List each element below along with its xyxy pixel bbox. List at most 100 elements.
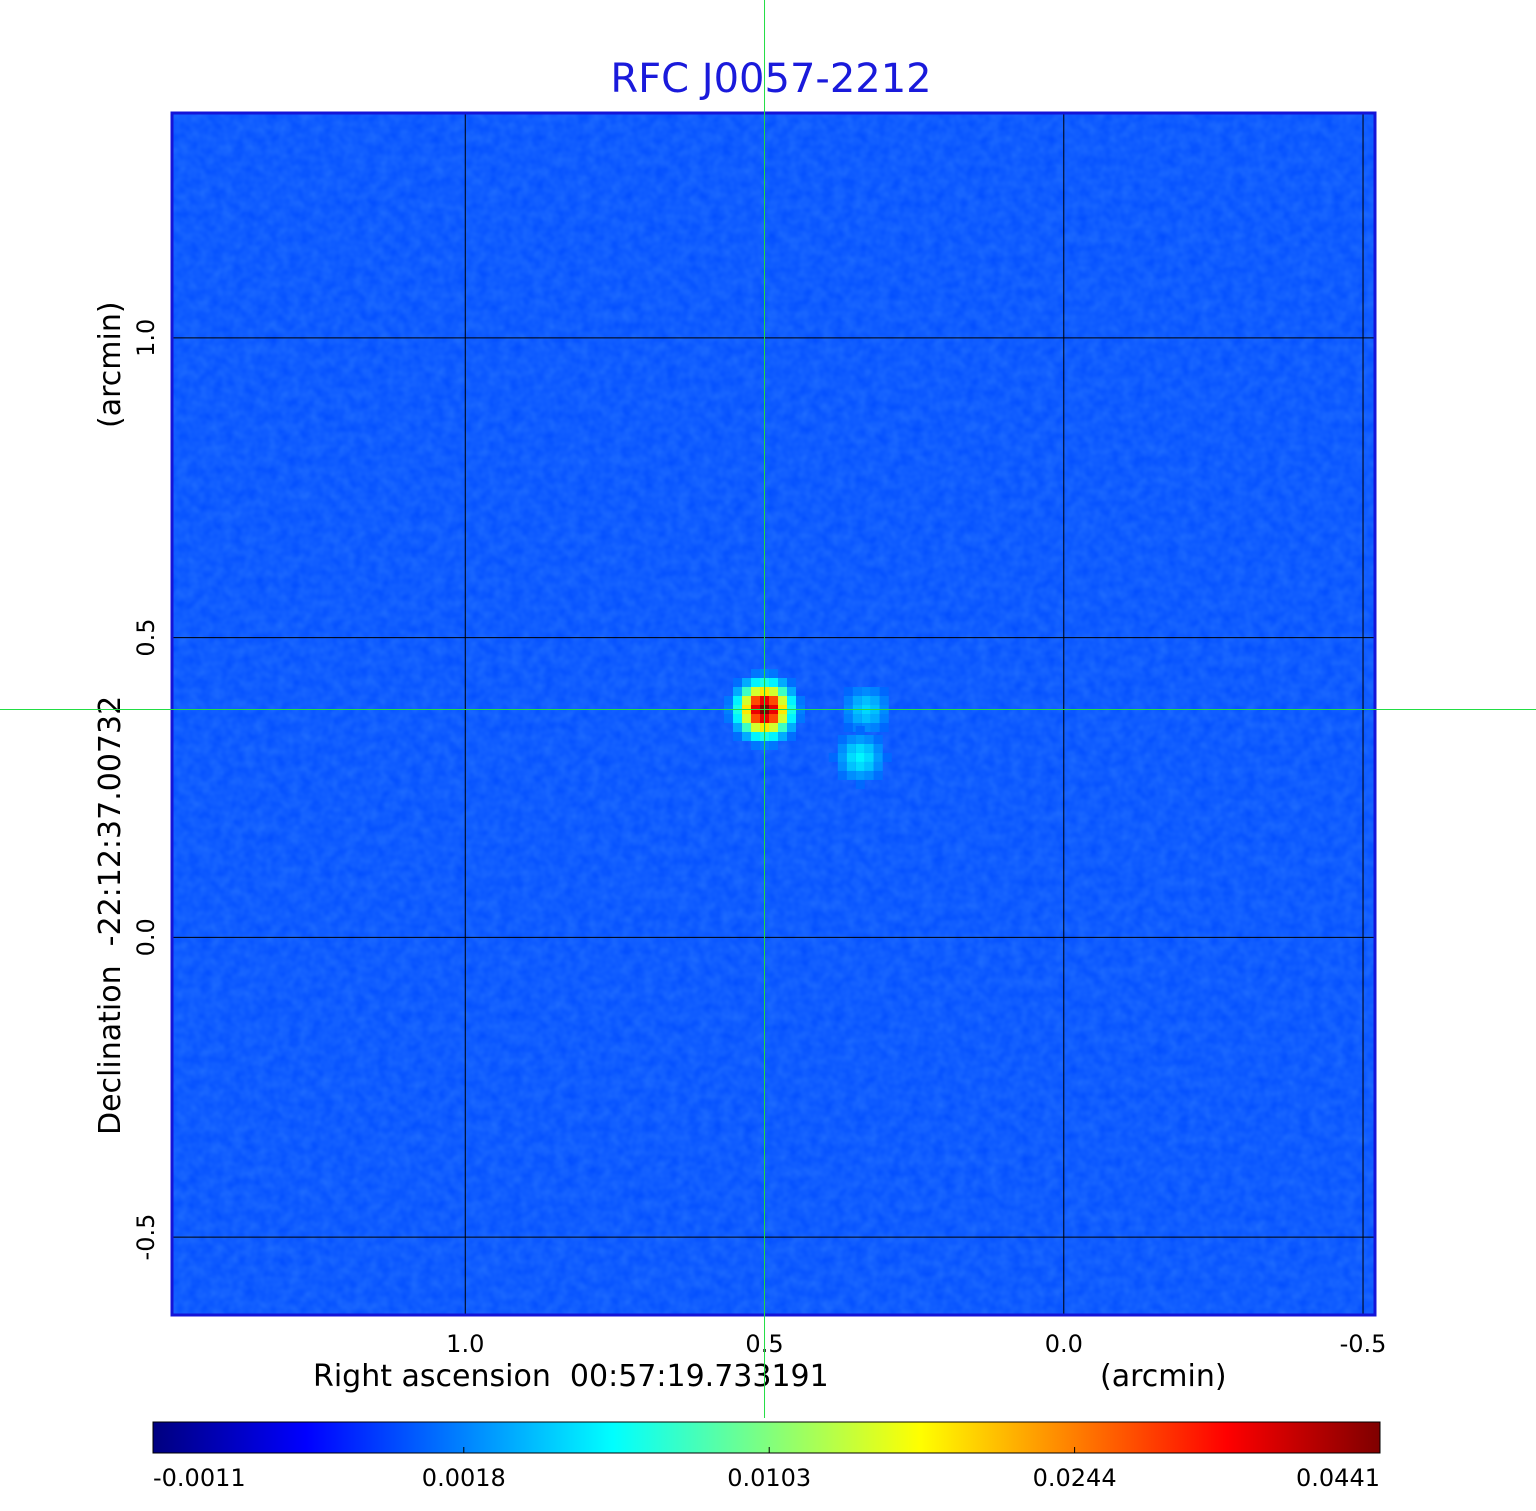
source-pixel <box>870 714 880 724</box>
source-pixel <box>778 696 788 706</box>
source-pixel <box>787 687 797 697</box>
source-pixel <box>769 669 779 679</box>
source-pixel <box>843 696 853 706</box>
colorbar-tick-label: 0.0244 <box>1033 1464 1117 1492</box>
source-pixel <box>837 761 847 771</box>
y-tick-label: 0.5 <box>132 618 160 656</box>
source-pixel <box>861 714 871 724</box>
source-pixel <box>879 714 889 724</box>
source-pixel <box>769 687 779 697</box>
source-pixel <box>751 678 761 688</box>
source-pixel <box>733 732 743 742</box>
source-pixel <box>769 714 779 724</box>
colorbar-tick-label: 0.0441 <box>1296 1464 1380 1492</box>
source-pixel <box>846 770 856 780</box>
x-axis-unit: (arcmin) <box>1100 1359 1227 1394</box>
source-pixel <box>733 687 743 697</box>
source-pixel <box>864 734 874 744</box>
source-pixel <box>751 669 761 679</box>
source-pixel <box>873 752 883 762</box>
source-pixel <box>778 723 788 733</box>
source-pixel <box>846 734 856 744</box>
source-pixel <box>796 696 806 706</box>
y-axis-unit: (arcmin) <box>93 301 128 428</box>
source-pixel <box>751 714 761 724</box>
source-pixel <box>778 714 788 724</box>
x-tick-label: -0.5 <box>1340 1330 1387 1358</box>
source-pixel <box>769 678 779 688</box>
source-pixel <box>861 723 871 733</box>
source-pixel <box>843 714 853 724</box>
source-pixel <box>742 723 752 733</box>
source-pixel <box>751 723 761 733</box>
source-pixel <box>742 696 752 706</box>
source-pixel <box>733 714 743 724</box>
source-pixel <box>855 743 865 753</box>
source-pixel <box>742 732 752 742</box>
source-pixel <box>751 741 761 751</box>
source-pixel <box>861 687 871 697</box>
source-pixel <box>837 743 847 753</box>
source-pixel <box>855 752 865 762</box>
source-pixel <box>843 723 853 733</box>
source-pixel <box>742 687 752 697</box>
source-pixel <box>873 761 883 771</box>
source-pixel <box>870 696 880 706</box>
source-pixel <box>852 714 862 724</box>
source-pixel <box>861 696 871 706</box>
source-pixel <box>855 725 865 735</box>
source-pixel <box>846 743 856 753</box>
source-pixel <box>864 752 874 762</box>
source-pixel <box>873 770 883 780</box>
source-pixel <box>724 696 734 706</box>
x-axis-label: Right ascension 00:57:19.733191 <box>313 1359 829 1394</box>
source-pixel <box>787 723 797 733</box>
source-pixel <box>787 732 797 742</box>
source-pixel <box>751 732 761 742</box>
source-pixel <box>855 761 865 771</box>
x-tick-label: 1.0 <box>446 1330 484 1358</box>
plot-frame <box>170 111 1377 1317</box>
source-pixel <box>769 723 779 733</box>
source-pixel <box>778 687 788 697</box>
source-pixel <box>751 687 761 697</box>
colorbar-tick-label: -0.0011 <box>153 1464 246 1492</box>
source-pixel <box>796 714 806 724</box>
colorbar-tick-label: 0.0018 <box>422 1464 506 1492</box>
y-axis-label: Declination -22:12:37.00732 <box>93 696 128 1135</box>
source-pixel <box>846 752 856 762</box>
colorbar <box>152 1421 1381 1454</box>
source-pixel <box>828 752 838 762</box>
source-pixel <box>733 678 743 688</box>
source-pixel <box>864 761 874 771</box>
colorbar-tick-label: 0.0103 <box>727 1464 811 1492</box>
source-pixel <box>837 770 847 780</box>
source-pixel <box>873 734 883 744</box>
source-pixel <box>769 696 779 706</box>
source-pixel <box>778 732 788 742</box>
source-pixel <box>778 678 788 688</box>
source-pixel <box>864 743 874 753</box>
source-pixel <box>852 687 862 697</box>
source-pixel <box>855 770 865 780</box>
source-pixel <box>787 678 797 688</box>
source-pixel <box>787 714 797 724</box>
source-pixel <box>873 743 883 753</box>
source-pixel <box>855 779 865 789</box>
source-pixel <box>864 770 874 780</box>
source-pixel <box>751 696 761 706</box>
source-pixel <box>870 687 880 697</box>
chart-title: RFC J0057-2212 <box>610 56 931 102</box>
y-tick-label: 0.0 <box>132 918 160 956</box>
source-pixel <box>852 696 862 706</box>
source-pixel <box>846 761 856 771</box>
source-pixel <box>787 696 797 706</box>
source-pixel <box>724 714 734 724</box>
y-tick-label: 1.0 <box>132 319 160 357</box>
x-tick-label: 0.0 <box>1045 1330 1083 1358</box>
source-pixel <box>882 752 892 762</box>
source-pixel <box>870 723 880 733</box>
source-pixel <box>733 723 743 733</box>
source <box>828 725 892 789</box>
